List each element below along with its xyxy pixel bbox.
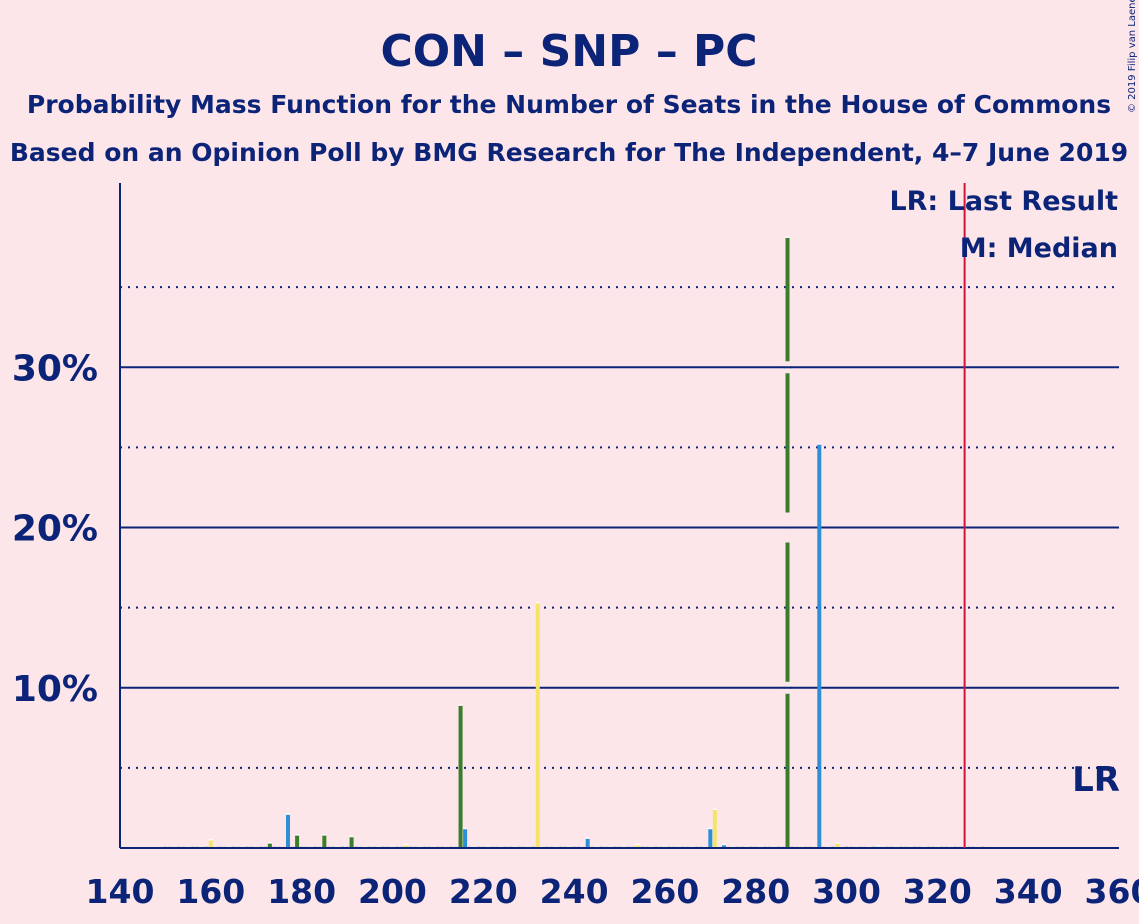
- x-tick-label: 300: [812, 872, 881, 911]
- gridlines: [120, 286, 1119, 769]
- legend-median: M: Median: [960, 233, 1118, 264]
- bar-yellow: [535, 602, 540, 848]
- bar-yellow: [404, 844, 409, 848]
- x-tick-label: 160: [176, 872, 245, 911]
- bar-cap: [295, 834, 300, 836]
- bar-yellow: [712, 809, 717, 848]
- bar-blue: [708, 828, 713, 848]
- x-tick-label: 360: [1085, 872, 1139, 911]
- x-tick-label: 200: [358, 872, 427, 911]
- bar-cap: [267, 842, 272, 844]
- chart-subtitle-2: Based on an Opinion Poll by BMG Research…: [10, 138, 1128, 167]
- bar-cap: [208, 838, 213, 841]
- x-tick-label: 320: [903, 872, 972, 911]
- y-tick-label: 30%: [12, 348, 98, 389]
- y-tick-label: 10%: [12, 669, 98, 710]
- bar-blue: [817, 444, 822, 848]
- bar-cap: [635, 843, 640, 846]
- bar-cap: [349, 835, 354, 838]
- bar-cap: [463, 827, 468, 830]
- bar-green: [267, 843, 272, 848]
- x-tick-label: 220: [449, 872, 518, 911]
- x-tick-label: 180: [267, 872, 336, 911]
- bar-green: [785, 237, 790, 848]
- bar-cap: [876, 845, 881, 847]
- bar-cap: [404, 843, 409, 846]
- x-tick-label: 340: [994, 872, 1063, 911]
- bar-cap: [712, 808, 717, 811]
- x-tick-label: 280: [721, 872, 790, 911]
- bar-cap: [721, 843, 726, 846]
- legend-last-result: LR: Last Result: [889, 186, 1118, 217]
- bar-yellow: [835, 843, 840, 848]
- bar-blue: [286, 814, 291, 848]
- bar-yellow: [208, 839, 213, 848]
- chart-subtitle-1: Probability Mass Function for the Number…: [27, 90, 1111, 119]
- bar-cap: [286, 813, 291, 815]
- y-tick-label: 20%: [12, 509, 98, 550]
- x-tick-label: 240: [540, 872, 609, 911]
- tick-labels: 10% 20% 30% 140 160 180 200 220 240 260 280 300 320 3…: [12, 348, 1139, 911]
- bar-blue: [721, 844, 726, 848]
- bar-green: [295, 835, 300, 848]
- bar-cap: [785, 236, 790, 238]
- chart-title: CON – SNP – PC: [380, 26, 757, 77]
- bar-blue: [463, 828, 468, 848]
- bar-yellow: [635, 844, 640, 848]
- bar-cap: [708, 827, 713, 830]
- bar-cap: [817, 443, 822, 445]
- markers: [783, 183, 966, 848]
- bar-cap: [585, 837, 590, 839]
- bar-cap: [458, 704, 463, 706]
- bar-green: [322, 835, 327, 848]
- bar-green: [349, 836, 354, 848]
- x-tick-label: 260: [630, 872, 699, 911]
- bar-cap: [535, 601, 540, 604]
- axes: [119, 183, 1119, 849]
- last-result-label: LR: [1072, 760, 1120, 800]
- bar-blue: [585, 838, 590, 848]
- bar-cap: [322, 834, 327, 836]
- bar-green: [458, 705, 463, 848]
- copyright-notice: © 2019 Filip van Laenen: [1127, 0, 1138, 113]
- x-tick-label: 140: [86, 872, 155, 911]
- bar-cap: [835, 842, 840, 844]
